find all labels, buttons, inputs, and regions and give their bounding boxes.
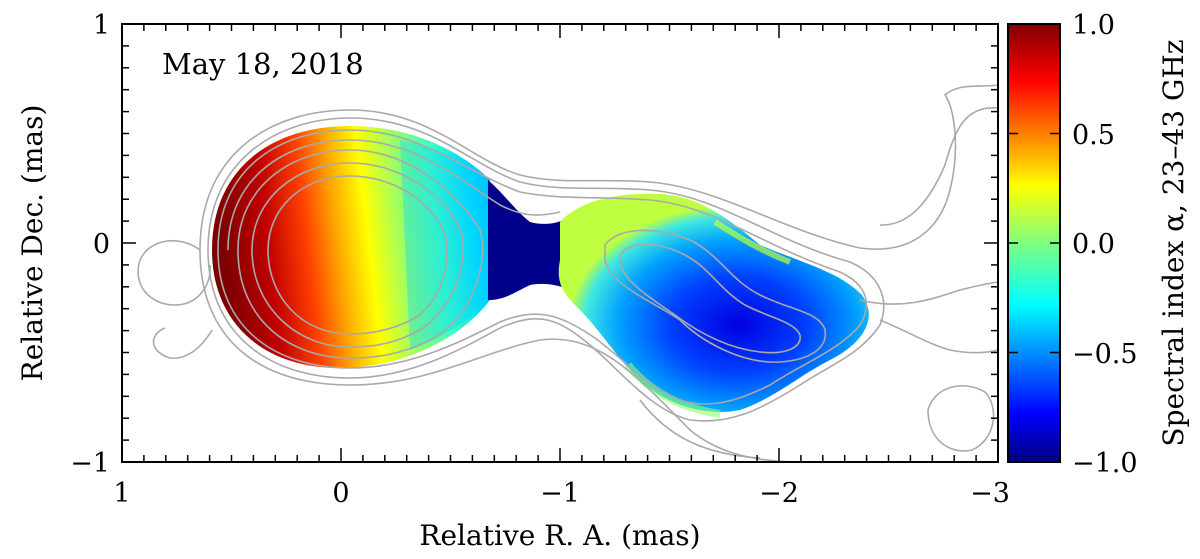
contour-4 — [227, 139, 561, 251]
contour-lower-wisp-2 — [152, 327, 213, 359]
colorbar-tick-label: 0.5 — [1072, 120, 1115, 151]
contour-6 — [251, 162, 464, 348]
x-tick-label: 1 — [113, 478, 130, 509]
epoch-annotation: May 18, 2018 — [162, 47, 364, 81]
colorbar-tick-label: 1.0 — [1072, 10, 1115, 41]
jet-rim-upper — [713, 219, 792, 265]
x-tick-label: 0 — [332, 478, 349, 509]
colorbar-ticks — [1008, 23, 1060, 463]
intensity-contours — [137, 84, 998, 462]
contour-lower-tail — [639, 399, 761, 459]
contour-outer-2 — [199, 249, 801, 462]
y-axis-title: Relative Dec. (mas) — [16, 105, 49, 382]
jet-region — [558, 193, 869, 412]
contour-7 — [267, 175, 448, 335]
colorbar-tick-labels: 1.0 0.5 0.0 −0.5 −1.0 — [1072, 10, 1138, 479]
contour-jet-1 — [604, 229, 827, 363]
contour-5 — [237, 149, 484, 359]
jet-rim-lower — [624, 362, 721, 418]
y-tick-labels: 1 0 −1 — [70, 10, 110, 479]
contour-lower-wisp-1 — [137, 239, 211, 306]
contour-right-wisp-2 — [879, 319, 998, 354]
axis-ticks — [121, 23, 999, 463]
contour-outer-1 — [199, 84, 998, 251]
x-axis-title: Relative R. A. (mas) — [419, 519, 700, 552]
colorbar-tick-label: 0.0 — [1072, 229, 1115, 260]
y-tick-label: 1 — [93, 10, 110, 41]
y-tick-label: −1 — [70, 448, 110, 479]
contour-bottom-loop — [927, 384, 995, 452]
contour-2 — [207, 117, 885, 422]
x-tick-label: −3 — [970, 478, 1010, 509]
x-tick-label: −1 — [540, 478, 580, 509]
contour-upper-wisp — [879, 107, 998, 226]
x-tick-label: −2 — [759, 478, 799, 509]
y-tick-label: 0 — [93, 229, 110, 260]
colorbar-tick-label: −0.5 — [1072, 339, 1138, 370]
contour-right-wisp-1 — [859, 281, 998, 305]
contour-jet-2 — [619, 243, 801, 354]
colorbar-title: Spectral index α, 23–43 GHz — [1157, 39, 1190, 446]
plot-area — [137, 84, 998, 462]
x-tick-labels: 1 0 −1 −2 −3 — [113, 478, 1010, 509]
contour-3 — [217, 129, 868, 405]
colorbar-tick-label: −1.0 — [1072, 448, 1138, 479]
